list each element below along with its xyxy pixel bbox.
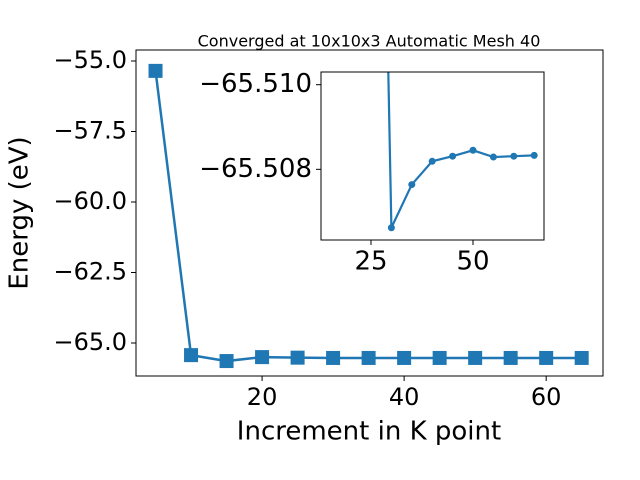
marker — [468, 350, 483, 365]
plot-content — [148, 63, 589, 369]
marker — [387, 224, 395, 232]
plot-frame — [320, 71, 545, 241]
marker — [510, 152, 518, 160]
marker — [326, 350, 341, 365]
x-axis-label: Increment in K point — [237, 417, 501, 447]
y-tick-label: −57.5 — [53, 117, 127, 145]
x-tick-label: 25 — [354, 247, 387, 277]
y-tick-label: −62.5 — [53, 258, 127, 286]
marker — [290, 350, 305, 365]
x-tick-label: 60 — [531, 383, 562, 411]
marker — [530, 151, 538, 159]
marker — [574, 350, 589, 365]
marker — [219, 354, 234, 369]
marker — [255, 350, 270, 365]
marker — [503, 350, 518, 365]
plot-content — [387, 72, 538, 232]
y-tick-label: −65.0 — [53, 328, 127, 356]
marker — [432, 350, 447, 365]
marker — [539, 350, 554, 365]
x-tick-label: 50 — [456, 247, 489, 277]
y-tick-label: −55.0 — [53, 46, 127, 74]
marker — [361, 350, 376, 365]
x-tick-label: 40 — [389, 383, 420, 411]
marker — [397, 350, 412, 365]
marker — [184, 348, 199, 363]
x-tick-label: 20 — [247, 383, 278, 411]
chart-title: Converged at 10x10x3 Automatic Mesh 40 — [198, 32, 541, 51]
marker — [148, 63, 163, 78]
y-tick-label: −60.0 — [53, 187, 127, 215]
marker — [489, 153, 497, 161]
plot-frame — [135, 49, 604, 377]
marker — [469, 146, 477, 154]
marker — [428, 157, 436, 165]
marker — [449, 152, 457, 160]
y-axis-label: Energy (eV) — [5, 136, 35, 289]
marker — [408, 181, 416, 189]
y-tick-label: −65.510 — [199, 69, 312, 99]
y-tick-label: −65.508 — [199, 154, 312, 184]
